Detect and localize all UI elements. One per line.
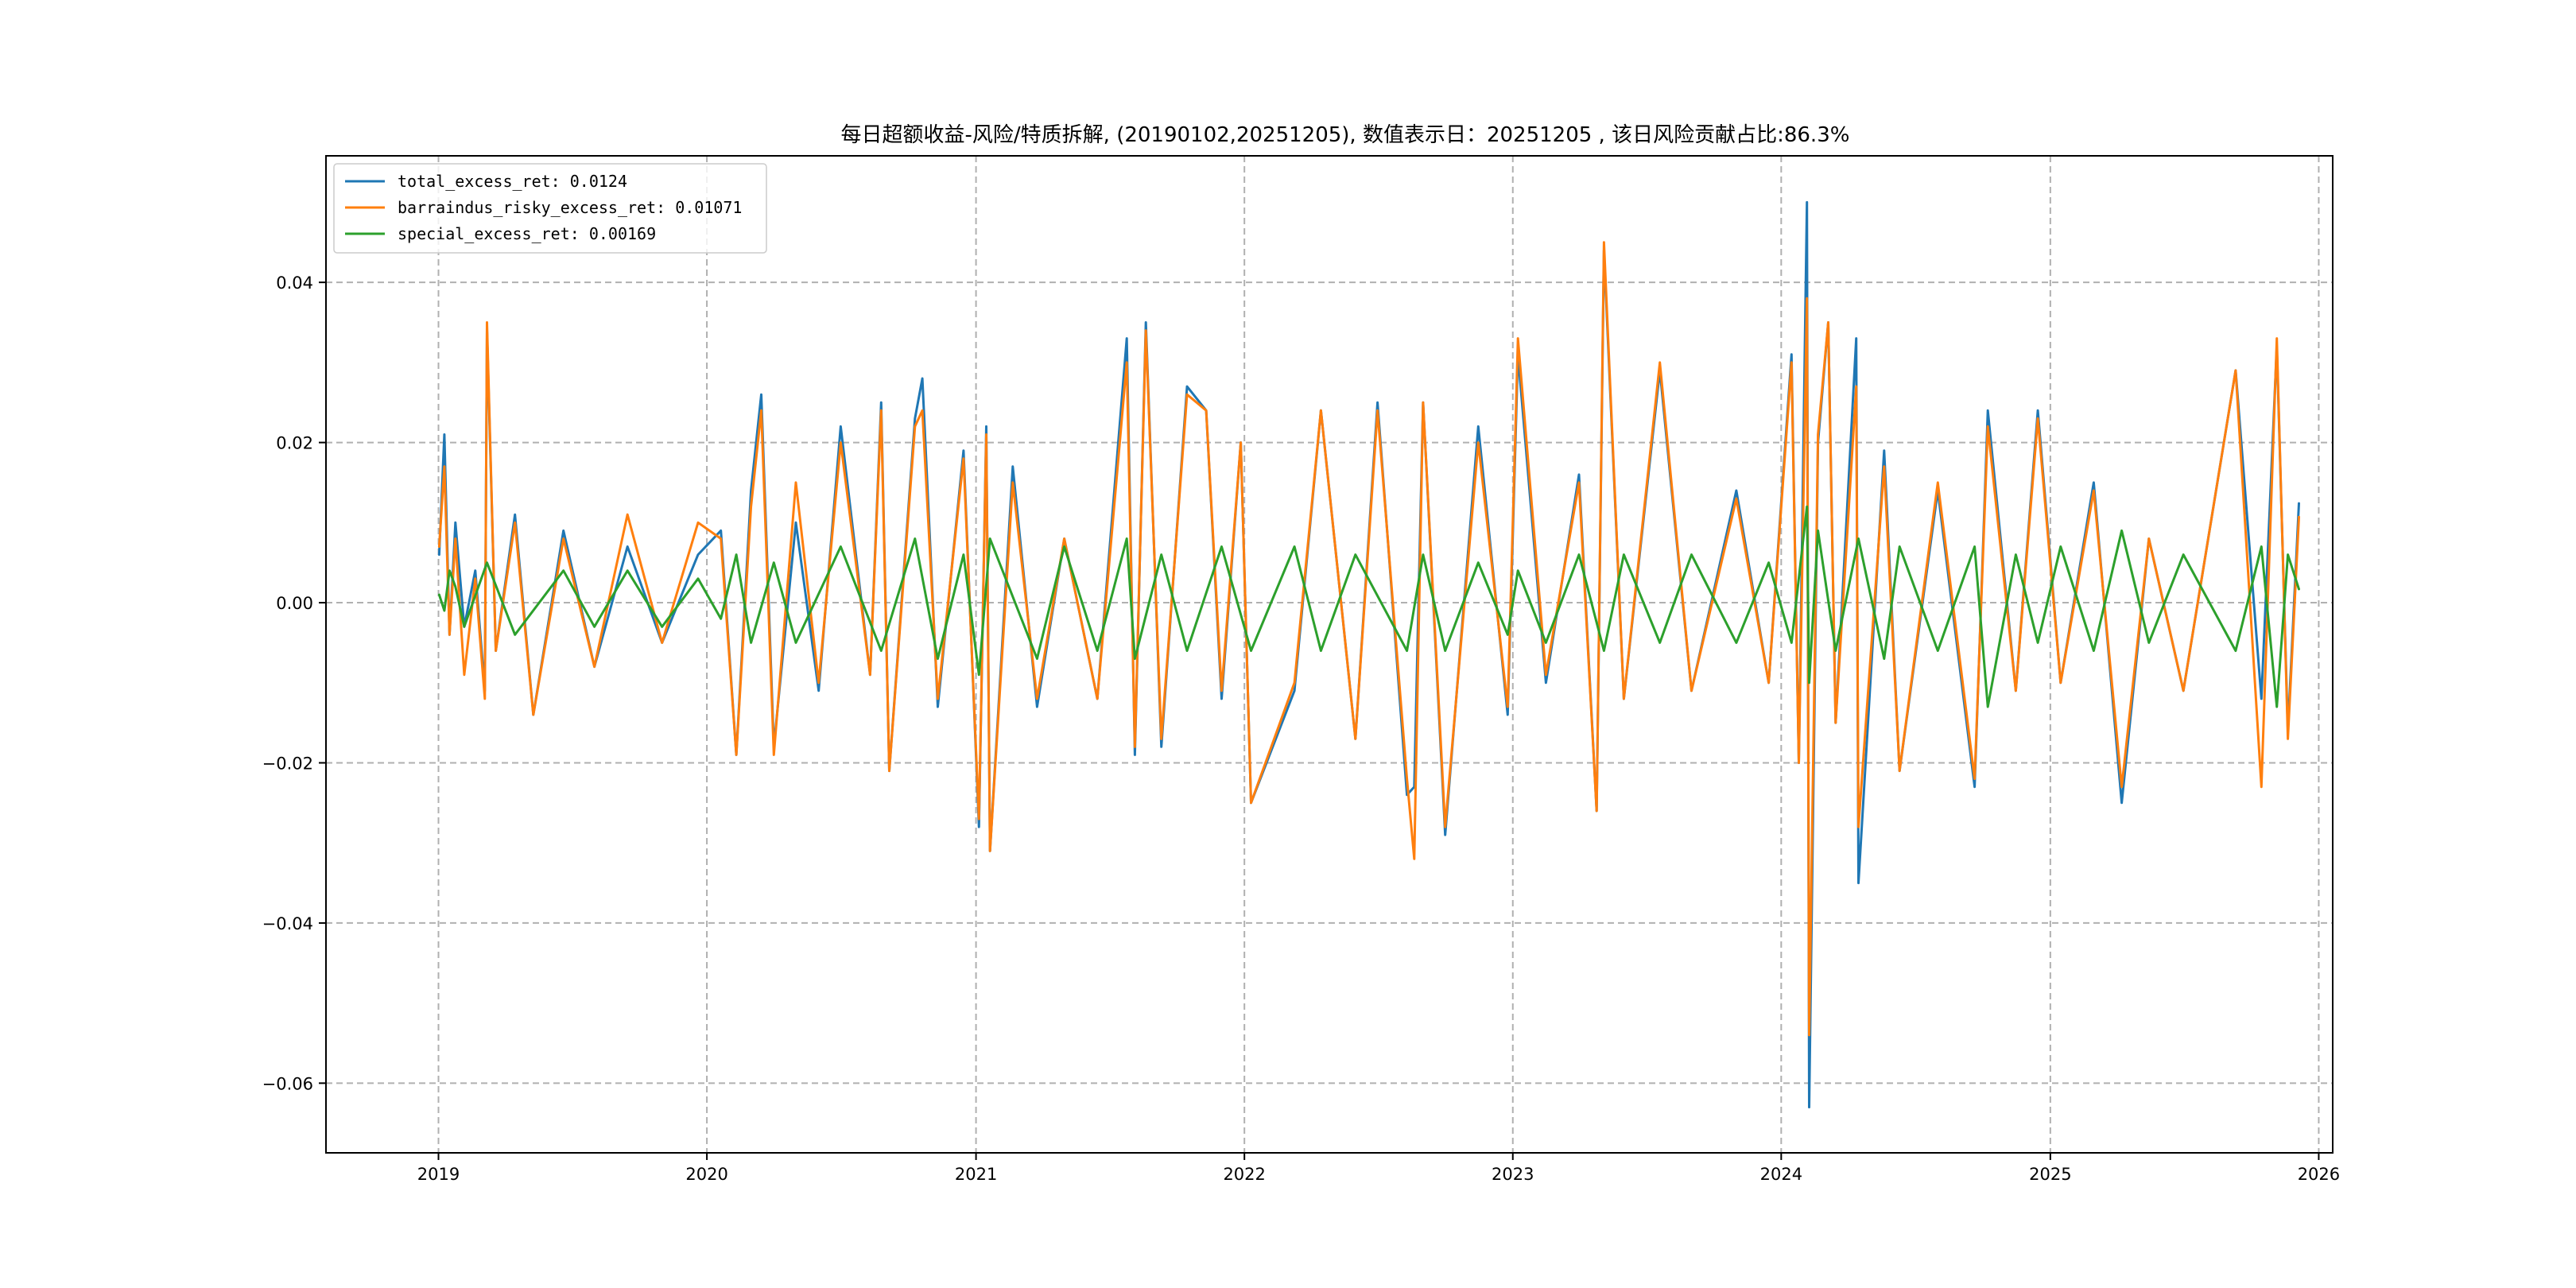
x-tick-label: 2023 (1492, 1165, 1534, 1184)
x-tick-label: 2026 (2298, 1165, 2340, 1184)
y-tick-label: 0.04 (276, 274, 313, 293)
legend: total_excess_ret: 0.0124 barraindus_risk… (333, 163, 767, 254)
legend-label-special: special_excess_ret: 0.00169 (398, 224, 656, 243)
x-tick-label: 2020 (685, 1165, 727, 1184)
axes: 2019 2020 2021 2022 2023 2024 2025 2026 0.04 0.02… (262, 274, 2341, 1184)
legend-label-risky: barraindus_risky_excess_ret: 0.01071 (398, 198, 742, 217)
plot-area-frame (325, 155, 2334, 1154)
y-tick-label: 0.02 (276, 434, 313, 453)
x-tick-label: 2024 (1760, 1165, 1802, 1184)
y-tick-label: 0.00 (276, 594, 313, 613)
y-tick-label: −0.04 (262, 914, 313, 933)
x-tick-label: 2022 (1223, 1165, 1265, 1184)
y-tick-label: −0.06 (262, 1074, 313, 1093)
y-tick-label: −0.02 (262, 754, 313, 773)
series-lines (437, 200, 2300, 1109)
x-tick-label: 2019 (417, 1165, 460, 1184)
chart-title: 每日超额收益-风险/特质拆解, (20190102,20251205), 数值表… (841, 123, 1850, 147)
series-line-barraindus-risky-excess-ret (437, 241, 2300, 1037)
legend-label-total: total_excess_ret: 0.0124 (398, 172, 627, 191)
x-tick-label: 2025 (2029, 1165, 2071, 1184)
series-line-special-excess-ret (437, 505, 2300, 708)
grid-lines (326, 156, 2333, 1153)
legend-box (333, 163, 767, 254)
x-tick-label: 2021 (955, 1165, 997, 1184)
